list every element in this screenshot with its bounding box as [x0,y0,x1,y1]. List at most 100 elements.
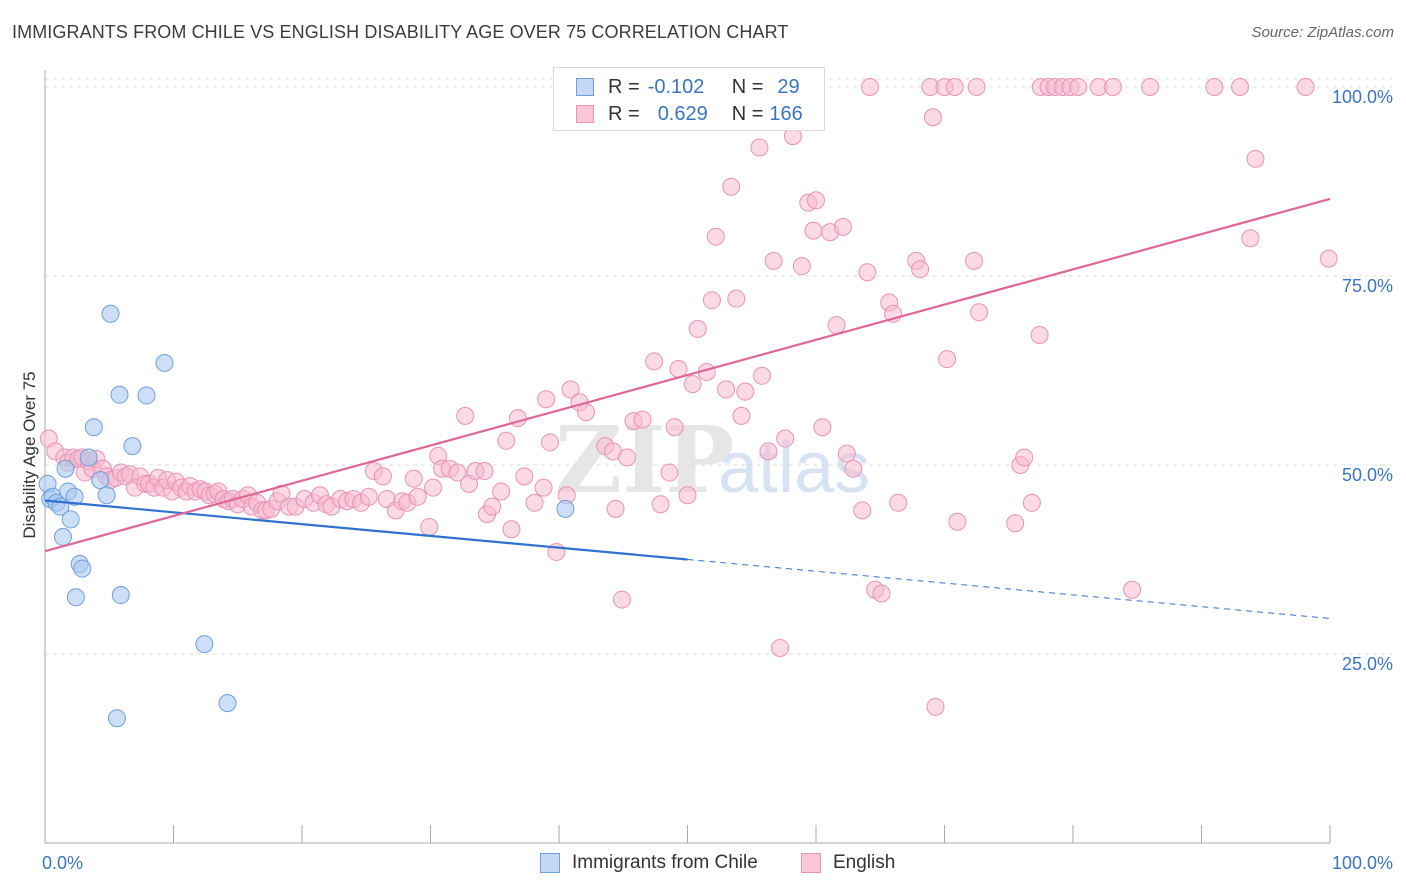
point-english [776,429,795,448]
point-english [804,221,823,240]
point-english [1296,78,1315,96]
point-english [1141,78,1160,96]
trendline-chile-projection [687,559,1331,619]
series-legend: Immigrants from Chile English [0,852,1406,878]
n-label: N = [731,102,764,125]
point-chile [195,635,214,654]
point-english [967,78,986,96]
point-english [618,448,637,467]
point-english [736,382,755,401]
r-value: -0.102 [647,75,705,98]
r-label: R = [608,102,640,125]
y-tick-label: 100.0% [1332,87,1393,107]
point-english [853,501,872,520]
point-chile [61,510,80,529]
point-english [750,138,769,157]
point-english [844,459,863,478]
english-legend-swatch [801,853,821,873]
point-english [1103,78,1122,96]
point-english [651,495,670,514]
point-english [561,380,580,399]
chile-legend-swatch [540,853,560,873]
point-english [1006,514,1025,533]
chile-swatch [576,78,594,96]
x-tick-label: 100.0% [1332,853,1393,873]
point-english [945,78,964,96]
n-label: N = [731,75,764,98]
point-english [813,418,832,437]
point-english [807,191,825,210]
point-english [660,463,679,482]
point-english [1319,249,1338,268]
y-tick-label: 25.0% [1342,654,1393,674]
point-english [792,257,811,276]
point-english [534,478,553,497]
point-english [722,177,741,196]
point-english [1231,78,1250,96]
point-english [606,499,625,518]
point-chile [155,353,174,372]
point-english [1015,448,1034,467]
y-tick-label: 75.0% [1342,276,1393,296]
point-english [837,444,856,463]
point-english [970,303,989,322]
chart-title: IMMIGRANTS FROM CHILE VS ENGLISH DISABIL… [12,22,789,42]
point-english [753,366,772,385]
point-english [702,291,721,310]
point-english [497,431,516,450]
y-tick-label: 50.0% [1342,465,1393,485]
point-english [404,469,423,488]
point-chile [84,418,103,437]
point-chile [123,437,142,456]
r-value: 0.629 [657,102,708,125]
legend-label-english: English [833,852,896,873]
point-english [965,251,984,270]
point-chile [110,385,129,404]
point-english [688,319,707,338]
point-english [858,263,877,282]
point-english [408,487,427,506]
point-english [1241,229,1260,248]
stats-row-english: R = 0.629 N = 166 [576,101,803,127]
point-english [483,497,502,516]
point-chile [79,448,98,467]
point-chile [56,459,75,478]
point-english [359,487,378,506]
n-value: 29 [777,75,800,98]
point-english [889,493,908,512]
point-english [678,486,697,505]
point-chile [73,559,92,578]
point-english [537,390,556,409]
legend-item-english[interactable]: English [801,852,895,874]
stats-legend: R = -0.102 N = 29 R = 0.629 N = 166 [553,67,825,131]
point-chile [107,709,126,728]
point-english [373,467,392,486]
point-english [938,350,957,369]
point-english [948,512,967,531]
point-english [1030,325,1049,344]
point-english [1022,493,1041,512]
point-chile [111,586,130,605]
point-chile [66,588,85,607]
point-english [706,227,725,246]
point-english [612,590,631,609]
point-english [771,638,790,657]
point-english [759,442,778,461]
point-english [475,462,494,481]
point-english [727,289,746,308]
point-chile [53,527,72,546]
point-english [872,584,891,603]
point-english [1246,149,1265,168]
point-chile [218,694,237,713]
point-english [424,478,443,497]
y-axis-label: Disability Age Over 75 [20,371,39,539]
legend-item-chile[interactable]: Immigrants from Chile [540,852,758,874]
x-tick-label: 0.0% [42,853,83,873]
point-english [541,433,560,452]
point-english [515,467,534,486]
point-english [764,251,783,270]
point-english [717,380,736,399]
point-english [448,463,467,482]
point-english [926,697,945,716]
